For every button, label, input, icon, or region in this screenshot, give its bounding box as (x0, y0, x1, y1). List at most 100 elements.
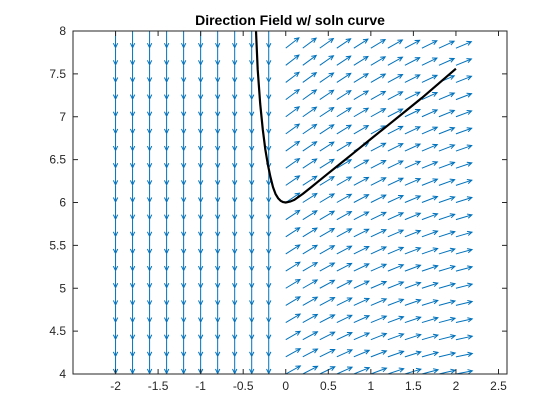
field-arrow-head (431, 74, 439, 80)
field-arrow (404, 316, 422, 324)
field-arrow-head (363, 176, 370, 182)
field-arrow (129, 339, 136, 358)
field-arrow-shaft (387, 212, 404, 221)
field-arrow (232, 48, 238, 66)
field-arrow-head (198, 283, 204, 289)
field-arrow-head (363, 297, 371, 303)
field-arrow (285, 296, 302, 306)
field-arrow-head (163, 197, 170, 204)
field-arrow (181, 236, 187, 255)
field-arrow-shaft (285, 279, 301, 289)
field-arrow (285, 157, 301, 169)
field-arrow-shaft (387, 229, 404, 238)
field-arrow (249, 65, 255, 84)
field-arrow-shaft (455, 283, 473, 289)
field-arrow-head (449, 126, 456, 132)
field-arrow-head (198, 77, 204, 84)
y-tick-label: 4 (59, 367, 66, 381)
field-arrow (370, 280, 388, 289)
field-arrow-head (397, 177, 405, 183)
field-arrow-shaft (285, 89, 300, 101)
field-arrow (353, 176, 370, 186)
field-arrow (266, 288, 272, 307)
x-tick-label: -2 (110, 379, 121, 393)
field-arrow (302, 244, 319, 255)
field-arrow (302, 210, 318, 221)
field-arrow (181, 65, 187, 84)
field-arrow-shaft (438, 265, 456, 272)
field-arrow (438, 247, 456, 255)
field-arrow-head (432, 351, 440, 357)
field-arrow (198, 219, 204, 238)
field-arrow-head (215, 351, 221, 358)
field-arrow-shaft (370, 229, 387, 238)
field-arrow-head (364, 366, 371, 372)
field-arrow-head (249, 334, 255, 341)
field-arrow (129, 202, 136, 221)
x-tick-label: 1 (367, 379, 374, 393)
field-arrow (215, 99, 221, 118)
field-arrow (353, 263, 370, 272)
field-arrow (285, 313, 302, 323)
field-arrow (198, 202, 204, 221)
field-arrow-shaft (387, 177, 404, 186)
field-arrow-head (232, 214, 238, 221)
field-arrow-head (294, 157, 301, 164)
field-arrow (249, 31, 255, 49)
field-arrow (387, 177, 405, 186)
field-arrow-head (432, 195, 439, 201)
field-arrow (181, 219, 187, 238)
field-arrow (146, 356, 153, 374)
field-arrow (336, 141, 353, 152)
field-arrow (455, 369, 474, 374)
field-arrow-head (249, 351, 255, 358)
field-arrow-head (328, 158, 335, 164)
field-arrow-head (112, 334, 119, 341)
field-arrow-head (414, 74, 421, 80)
field-arrow-shaft (370, 281, 387, 289)
field-arrow-shaft (353, 246, 370, 255)
field-arrow (404, 109, 421, 118)
field-arrow (455, 282, 474, 289)
field-arrow (421, 161, 439, 169)
field-arrow-head (146, 248, 153, 255)
x-tick-label: 0 (282, 379, 289, 393)
field-arrow-head (181, 300, 187, 307)
field-arrow-head (294, 88, 301, 95)
field-arrow-shaft (421, 351, 439, 358)
field-arrow-head (466, 213, 474, 219)
field-arrow-head (449, 92, 456, 98)
field-arrow (215, 48, 221, 66)
field-arrow-shaft (336, 297, 352, 306)
field-arrow-head (112, 163, 119, 169)
field-arrow (198, 236, 204, 255)
field-arrow (285, 227, 301, 238)
field-arrow-head (328, 55, 335, 61)
field-arrow-head (398, 315, 405, 321)
field-arrow-shaft (370, 194, 387, 203)
field-arrow-shaft (336, 55, 351, 66)
field-arrow-head (215, 60, 221, 66)
field-arrow-head (198, 265, 204, 272)
field-arrow (370, 177, 387, 186)
field-arrow (455, 31, 458, 32)
field-arrow-shaft (336, 107, 352, 118)
field-arrow-head (397, 91, 404, 97)
field-arrow-head (381, 246, 388, 252)
field-arrow-head (129, 77, 136, 84)
field-arrow-head (449, 299, 457, 305)
field-arrow (146, 65, 153, 84)
field-arrow (336, 159, 353, 169)
field-arrow-head (249, 214, 255, 221)
field-arrow (319, 176, 335, 186)
field-arrow (249, 339, 255, 358)
field-arrow-head (129, 300, 136, 307)
field-arrow (266, 305, 272, 324)
field-arrow (370, 73, 387, 83)
field-arrow-head (232, 351, 238, 358)
field-arrow (266, 82, 272, 101)
solution-curve-layer (254, 31, 457, 204)
field-arrow-shaft (353, 38, 369, 49)
field-arrow-head (249, 60, 255, 66)
field-arrow (215, 185, 221, 204)
